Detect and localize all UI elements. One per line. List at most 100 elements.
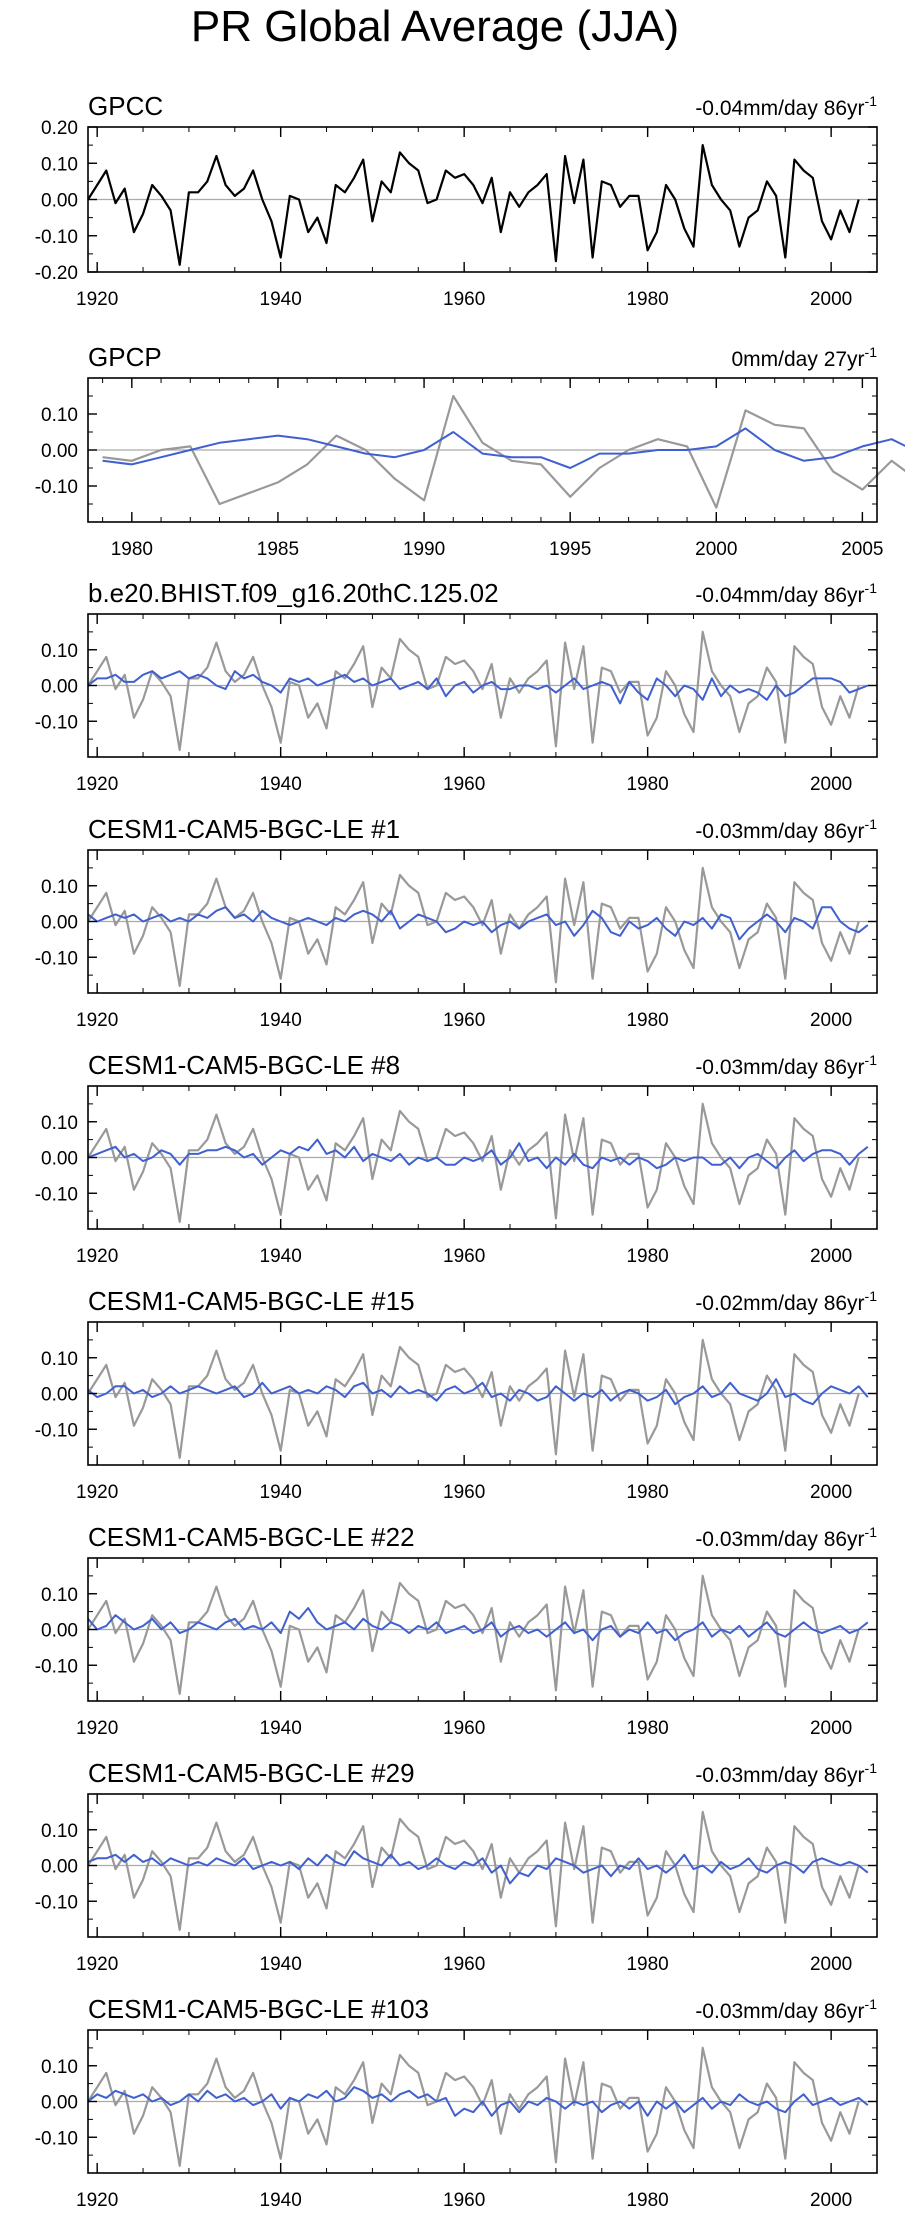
panel-1-ytick-label: 0.20: [41, 118, 78, 139]
panel-1-xtick-label: 2000: [810, 289, 852, 310]
panel-9-series-model-line: [87, 2086, 869, 2117]
panel-6-xtick-label: 1980: [626, 1482, 668, 1503]
panel-2-xtick-label: 1985: [257, 539, 299, 560]
panel-8-series-ref-line: [87, 1810, 860, 1931]
panel-2-series-ref-line: [102, 394, 905, 509]
panel-3-ytick-label: 0.00: [41, 677, 78, 698]
panel-7-trend-label: -0.03mm/day 86yr-1: [695, 1524, 877, 1551]
panel-3-ytick-label: -0.10: [35, 712, 78, 733]
panel-4-series-model-line: [87, 906, 869, 941]
panel-5-ytick-label: 0.00: [41, 1149, 78, 1170]
panel-9-xtick-label: 1940: [260, 2190, 302, 2211]
panel-3-ytick-label: 0.10: [41, 641, 78, 662]
panel-8-xtick-label: 1960: [443, 1954, 485, 1975]
panel-1-series-obs-line: [87, 144, 860, 266]
panel-4-xtick-label: 2000: [810, 1010, 852, 1031]
panel-1-xtick-label: 1960: [443, 289, 485, 310]
panel-6-xtick-label: 1960: [443, 1482, 485, 1503]
panel-2-xtick-label: 1990: [403, 539, 445, 560]
panel-3-trend-label: -0.04mm/day 86yr-1: [695, 580, 877, 607]
panel-8-trend-label: -0.03mm/day 86yr-1: [695, 1760, 877, 1787]
panel-7-xtick-label: 1960: [443, 1718, 485, 1739]
panel-6-xtick-label: 1920: [76, 1482, 118, 1503]
panel-8-title: CESM1-CAM5-BGC-LE #29: [88, 1758, 415, 1788]
panel-5-ytick-label: 0.10: [41, 1113, 78, 1134]
panel-8-ytick-label: -0.10: [35, 1892, 78, 1913]
panel-6-ytick-label: 0.10: [41, 1349, 78, 1370]
panel-3-xtick-label: 1960: [443, 774, 485, 795]
panel-1-title: GPCC: [88, 91, 163, 121]
panel-6-ytick-label: -0.10: [35, 1420, 78, 1441]
panel-9-xtick-label: 1920: [76, 2190, 118, 2211]
panel-9-title: CESM1-CAM5-BGC-LE #103: [88, 1994, 429, 2024]
panel-1-trend-label: -0.04mm/day 86yr-1: [695, 93, 877, 120]
panel-1-ytick-label: -0.20: [35, 263, 78, 284]
panel-2-xtick-label: 1980: [111, 539, 153, 560]
panel-1-ytick-label: 0.00: [41, 191, 78, 212]
panel-5-xtick-label: 1920: [76, 1246, 118, 1267]
figure-title: PR Global Average (JJA): [190, 2, 680, 51]
panel-2-series-model-line: [102, 427, 905, 469]
panel-5-xtick-label: 1940: [260, 1246, 302, 1267]
panel-7-xtick-label: 1980: [626, 1718, 668, 1739]
panel-3-xtick-label: 1940: [260, 774, 302, 795]
panel-8-series-model-line: [87, 1850, 869, 1885]
panel-2-trend-label: 0mm/day 27yr-1: [732, 344, 878, 371]
panel-4-trend-label: -0.03mm/day 86yr-1: [695, 816, 877, 843]
panel-5-xtick-label: 2000: [810, 1246, 852, 1267]
panel-7-xtick-label: 1940: [260, 1718, 302, 1739]
panel-7-xtick-label: 1920: [76, 1718, 118, 1739]
panel-2-xtick-label: 1995: [549, 539, 591, 560]
panel-7-ytick-label: -0.10: [35, 1656, 78, 1677]
panel-1-xtick-label: 1980: [626, 289, 668, 310]
panel-2-ytick-label: -0.10: [35, 477, 78, 498]
panel-8-xtick-label: 1940: [260, 1954, 302, 1975]
panel-3-series-model-line: [87, 670, 869, 705]
panel-5-series-ref-line: [87, 1102, 860, 1223]
panel-9-series-ref-line: [87, 2046, 860, 2167]
panel-8-xtick-label: 1920: [76, 1954, 118, 1975]
panel-1-ytick-label: -0.10: [35, 227, 78, 248]
panel-9-xtick-label: 1960: [443, 2190, 485, 2211]
panel-7-title: CESM1-CAM5-BGC-LE #22: [88, 1522, 415, 1552]
panel-8-xtick-label: 1980: [626, 1954, 668, 1975]
panel-6-xtick-label: 1940: [260, 1482, 302, 1503]
panel-9-ytick-label: -0.10: [35, 2128, 78, 2149]
panel-4-ytick-label: 0.00: [41, 913, 78, 934]
panel-7-xtick-label: 2000: [810, 1718, 852, 1739]
panel-5-trend-label: -0.03mm/day 86yr-1: [695, 1052, 877, 1079]
panel-4-title: CESM1-CAM5-BGC-LE #1: [88, 814, 400, 844]
panel-3-xtick-label: 2000: [810, 774, 852, 795]
panel-6-xtick-label: 2000: [810, 1482, 852, 1503]
panel-4-xtick-label: 1960: [443, 1010, 485, 1031]
panel-1-xtick-label: 1940: [260, 289, 302, 310]
panel-6-ytick-label: 0.00: [41, 1385, 78, 1406]
panel-7-series-model-line: [87, 1607, 869, 1642]
panel-3-title: b.e20.BHIST.f09_g16.20thC.125.02: [88, 578, 499, 608]
panel-4-ytick-label: -0.10: [35, 948, 78, 969]
panel-2-ytick-label: 0.00: [41, 441, 78, 462]
panel-5-title: CESM1-CAM5-BGC-LE #8: [88, 1050, 400, 1080]
panel-4-ytick-label: 0.10: [41, 877, 78, 898]
panel-2-xtick-label: 2005: [841, 539, 883, 560]
panel-6-series-model-line: [87, 1378, 869, 1406]
panel-2-ytick-label: 0.10: [41, 405, 78, 426]
panel-3-series-ref-line: [87, 630, 860, 752]
panel-7-ytick-label: 0.00: [41, 1621, 78, 1642]
panel-2-xtick-label: 2000: [695, 539, 737, 560]
panel-7-ytick-label: 0.10: [41, 1585, 78, 1606]
panel-9-xtick-label: 1980: [626, 2190, 668, 2211]
panel-3-xtick-label: 1920: [76, 774, 118, 795]
panel-5-series-model-line: [87, 1138, 869, 1170]
panel-8-ytick-label: 0.00: [41, 1857, 78, 1878]
panel-1-xtick-label: 1920: [76, 289, 118, 310]
panel-3-xtick-label: 1980: [626, 774, 668, 795]
panel-1-ytick-label: 0.10: [41, 154, 78, 175]
panel-6-title: CESM1-CAM5-BGC-LE #15: [88, 1286, 415, 1316]
panel-9-xtick-label: 2000: [810, 2190, 852, 2211]
panel-4-series-ref-line: [87, 866, 860, 988]
panel-6-trend-label: -0.02mm/day 86yr-1: [695, 1288, 877, 1315]
panel-5-xtick-label: 1960: [443, 1246, 485, 1267]
panel-5-ytick-label: -0.10: [35, 1184, 78, 1205]
